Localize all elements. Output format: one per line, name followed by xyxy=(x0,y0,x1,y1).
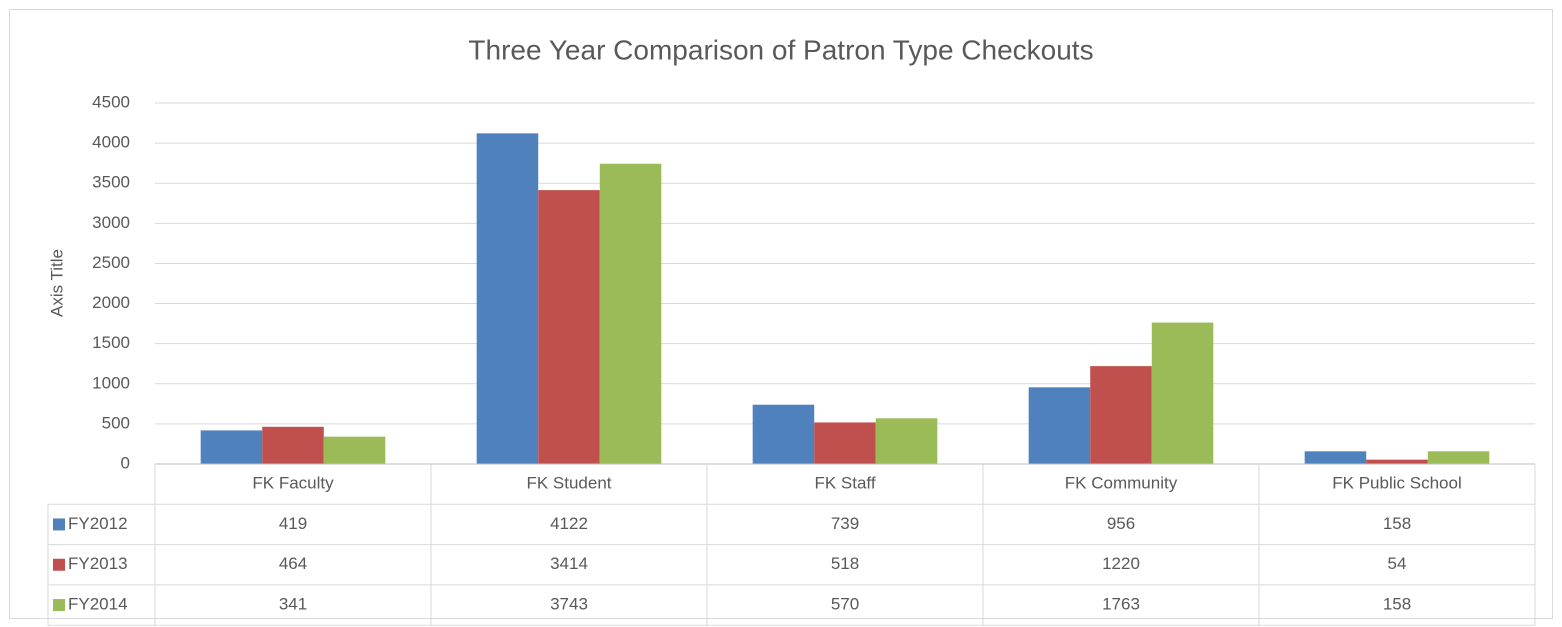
bar xyxy=(814,422,876,464)
y-tick-label: 1000 xyxy=(92,373,130,392)
legend-swatch xyxy=(53,558,65,571)
table-value: 158 xyxy=(1383,514,1411,533)
y-tick-label: 2000 xyxy=(92,293,130,312)
table-value: 956 xyxy=(1107,514,1135,533)
x-tick-label: FK Public School xyxy=(1332,474,1461,493)
bar xyxy=(1090,366,1152,464)
bar xyxy=(599,163,662,465)
chart-title: Three Year Comparison of Patron Type Che… xyxy=(468,34,1093,65)
bar xyxy=(200,430,263,464)
table-value: 518 xyxy=(831,554,859,573)
table-value: 3743 xyxy=(550,595,588,614)
table-value: 570 xyxy=(831,595,859,614)
y-tick-label: 4000 xyxy=(92,133,130,152)
y-tick-label: 4500 xyxy=(92,92,130,111)
bar xyxy=(476,133,539,464)
bar xyxy=(538,190,600,464)
legend-label: FY2012 xyxy=(68,514,128,533)
legend-label: FY2013 xyxy=(68,554,128,573)
table-value: 464 xyxy=(279,554,307,573)
legend-label: FY2014 xyxy=(68,595,128,614)
y-tick-label: 1500 xyxy=(92,333,130,352)
table-value: 54 xyxy=(1388,554,1407,573)
y-axis-title: Axis Title xyxy=(47,249,66,317)
y-tick-label: 3500 xyxy=(92,173,130,192)
bar xyxy=(262,426,324,464)
bar xyxy=(1151,322,1214,464)
bar xyxy=(875,418,938,464)
table-value: 3414 xyxy=(550,554,588,573)
bar xyxy=(1366,459,1428,464)
y-tick-label: 3000 xyxy=(92,213,130,232)
x-tick-label: FK Staff xyxy=(814,474,875,493)
legend-swatch xyxy=(53,518,65,531)
legend-swatch xyxy=(53,599,65,612)
table-value: 4122 xyxy=(550,514,588,533)
x-tick-label: FK Student xyxy=(526,474,611,493)
bar xyxy=(752,404,815,464)
bar xyxy=(1304,451,1367,464)
y-tick-label: 500 xyxy=(102,413,130,432)
bar xyxy=(1427,451,1490,464)
y-tick-label: 2500 xyxy=(92,253,130,272)
x-tick-label: FK Community xyxy=(1065,474,1178,493)
table-value: 341 xyxy=(279,595,307,614)
table-value: 739 xyxy=(831,514,859,533)
table-value: 158 xyxy=(1383,595,1411,614)
y-tick-label: 0 xyxy=(121,453,130,472)
table-value: 419 xyxy=(279,514,307,533)
table-value: 1763 xyxy=(1102,595,1140,614)
bar xyxy=(323,436,386,464)
table-value: 1220 xyxy=(1102,554,1140,573)
bar xyxy=(1028,387,1091,464)
chart-border xyxy=(9,9,1553,619)
x-tick-label: FK Faculty xyxy=(252,474,334,493)
